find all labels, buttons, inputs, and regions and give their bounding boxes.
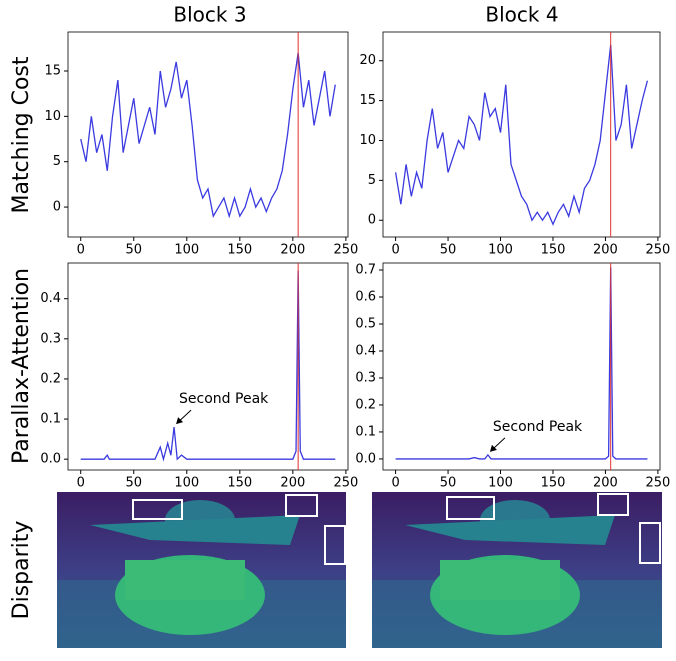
data-line bbox=[395, 267, 648, 460]
x-tick-label: 150 bbox=[541, 243, 566, 258]
x-tick-label: 150 bbox=[541, 476, 566, 491]
y-tick-label: 0.7 bbox=[355, 263, 376, 278]
x-tick-label: 250 bbox=[645, 476, 670, 491]
disparity-image bbox=[372, 492, 662, 648]
x-tick-label: 150 bbox=[227, 243, 252, 258]
data-line bbox=[394, 44, 649, 226]
plot-frame bbox=[67, 262, 349, 471]
y-tick-label: 15 bbox=[359, 93, 376, 108]
x-tick-label: 250 bbox=[333, 243, 358, 258]
y-tick-label: 0.1 bbox=[40, 412, 61, 427]
y-tick-label: 0.0 bbox=[40, 452, 61, 467]
x-tick-label: 100 bbox=[488, 243, 513, 258]
annotation-arrowhead bbox=[489, 444, 497, 452]
y-tick-label: 0.4 bbox=[40, 291, 61, 306]
annotation: Second Peak bbox=[493, 419, 583, 435]
y-tick-label: 5 bbox=[368, 173, 376, 188]
plot-frame bbox=[67, 31, 349, 238]
y-tick-label: 0.1 bbox=[355, 424, 376, 439]
row-label: Parallax-Attention bbox=[9, 268, 34, 464]
y-tick-label: 0.3 bbox=[355, 370, 376, 385]
x-tick-label: 200 bbox=[593, 476, 618, 491]
y-tick-label: 0.5 bbox=[355, 316, 376, 331]
y-tick-label: 0 bbox=[368, 213, 376, 228]
x-tick-label: 200 bbox=[280, 476, 305, 491]
plot-frame bbox=[382, 31, 661, 238]
y-tick-label: 0 bbox=[53, 200, 61, 215]
y-tick-label: 5 bbox=[53, 154, 61, 169]
data-line bbox=[80, 52, 336, 219]
y-tick-label: 10 bbox=[359, 133, 376, 148]
x-tick-label: 0 bbox=[391, 243, 399, 258]
row-label: Matching Cost bbox=[9, 56, 34, 213]
annotation: Second Peak bbox=[179, 391, 269, 407]
x-tick-label: 50 bbox=[125, 243, 142, 258]
x-tick-label: 0 bbox=[391, 476, 399, 491]
annotation-arrowhead bbox=[176, 417, 184, 425]
y-tick-label: 0.3 bbox=[40, 331, 61, 346]
row-label: Disparity bbox=[9, 521, 34, 620]
y-tick-label: 0.0 bbox=[355, 451, 376, 466]
x-tick-label: 100 bbox=[174, 476, 199, 491]
x-tick-label: 0 bbox=[77, 476, 85, 491]
x-tick-label: 50 bbox=[440, 476, 457, 491]
x-tick-label: 50 bbox=[125, 476, 142, 491]
x-tick-label: 100 bbox=[488, 476, 513, 491]
disparity-image bbox=[57, 492, 346, 648]
data-line bbox=[80, 270, 336, 462]
column-title: Block 4 bbox=[485, 3, 558, 27]
plot-frame bbox=[382, 262, 661, 471]
y-tick-label: 20 bbox=[359, 53, 376, 68]
y-tick-label: 10 bbox=[44, 109, 61, 124]
x-tick-label: 250 bbox=[333, 476, 358, 491]
x-tick-label: 250 bbox=[645, 243, 670, 258]
y-tick-label: 0.2 bbox=[355, 397, 376, 412]
x-tick-label: 150 bbox=[227, 476, 252, 491]
x-tick-label: 50 bbox=[440, 243, 457, 258]
y-tick-label: 15 bbox=[44, 64, 61, 79]
x-tick-label: 0 bbox=[77, 243, 85, 258]
y-tick-label: 0.6 bbox=[355, 290, 376, 305]
x-tick-label: 200 bbox=[280, 243, 305, 258]
column-title: Block 3 bbox=[173, 3, 246, 27]
x-tick-label: 100 bbox=[174, 243, 199, 258]
x-tick-label: 200 bbox=[593, 243, 618, 258]
y-tick-label: 0.4 bbox=[355, 343, 376, 358]
y-tick-label: 0.2 bbox=[40, 371, 61, 386]
